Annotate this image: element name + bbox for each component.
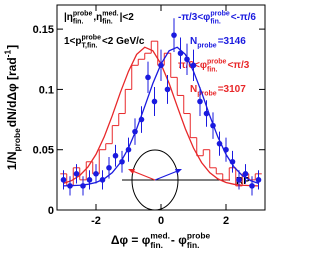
text-segment: probe (197, 43, 217, 50)
data-point (125, 146, 132, 153)
text-segment: probe (12, 128, 22, 152)
data-point (158, 62, 164, 69)
text-segment: ,η (93, 12, 102, 23)
x-tick-label: 2 (223, 215, 229, 227)
data-point (80, 183, 86, 189)
text-segment: probe (187, 231, 211, 241)
data-point (106, 164, 112, 171)
text-segment: N (190, 36, 197, 47)
data-point (99, 177, 106, 183)
text-segment: fin. (207, 67, 218, 74)
text-segment: -1 (3, 50, 13, 58)
text-segment: probe (73, 11, 93, 18)
x-tick-label: 0 (158, 215, 164, 227)
data-point (132, 128, 138, 135)
y-tick-label: 0.15 (33, 24, 54, 36)
data-point (236, 177, 242, 183)
text-segment: fin. (210, 19, 221, 26)
data-point (171, 32, 177, 38)
text-segment: T,fin. (82, 43, 98, 50)
text-segment: <2 GeV/c (102, 36, 145, 47)
data-point (93, 171, 99, 177)
text-segment: fin. (150, 240, 163, 250)
data-point (164, 86, 171, 93)
data-point (229, 158, 236, 165)
text-segment: fin. (73, 19, 84, 26)
data-point (197, 98, 203, 105)
data-point (177, 50, 184, 57)
text-segment: N (190, 84, 197, 95)
text-segment: ] (5, 45, 19, 49)
data-point (145, 74, 151, 81)
data-point (138, 116, 145, 123)
x-tick-label: -2 (91, 215, 101, 227)
text-segment: probe (210, 11, 230, 18)
data-point (184, 56, 190, 63)
text-segment: - φ (171, 233, 187, 247)
y-tick-label: 0 (48, 205, 54, 217)
data-point (216, 140, 223, 147)
rp-label: RP (236, 176, 250, 187)
red-arrow (129, 169, 156, 181)
text-segment: fin. (102, 19, 113, 26)
text-segment: <π/3 (227, 60, 249, 71)
text-segment: |<2 (120, 12, 135, 23)
text-segment: =3107 (218, 84, 247, 95)
data-point (255, 177, 262, 183)
text-segment: -π/3<φ (178, 12, 210, 23)
data-point (210, 122, 216, 129)
data-point (203, 110, 210, 117)
data-point (249, 183, 255, 189)
blue-arrowhead (175, 169, 182, 174)
red-arrowhead (128, 169, 135, 174)
text-segment: |η (64, 12, 73, 23)
text-segment: =3146 (218, 36, 247, 47)
y-tick-label: 0.1 (39, 84, 54, 96)
text-segment: Δφ = φ (111, 233, 151, 247)
data-point (86, 177, 93, 183)
text-segment: dN/dΔφ [rad (5, 57, 19, 127)
text-segment: probe (207, 59, 227, 66)
data-point (242, 171, 249, 177)
text-segment: med. (150, 231, 170, 241)
data-point (119, 158, 125, 165)
data-point (60, 177, 67, 183)
data-point (112, 152, 119, 159)
y-tick-label: 0.05 (33, 145, 54, 157)
text-segment: <-π/6 (231, 12, 257, 23)
text-segment: 1<p (64, 36, 82, 47)
text-segment: probe (197, 91, 217, 98)
data-point (73, 171, 80, 177)
text-segment: 1/N (5, 151, 19, 170)
text-segment: fin. (187, 240, 200, 250)
text-segment: med. (102, 11, 118, 18)
data-point (190, 62, 197, 69)
blue-arrow (154, 169, 181, 181)
text-segment: probe (82, 35, 102, 42)
data-point (151, 98, 158, 105)
data-point (67, 183, 73, 189)
data-point (223, 146, 229, 153)
